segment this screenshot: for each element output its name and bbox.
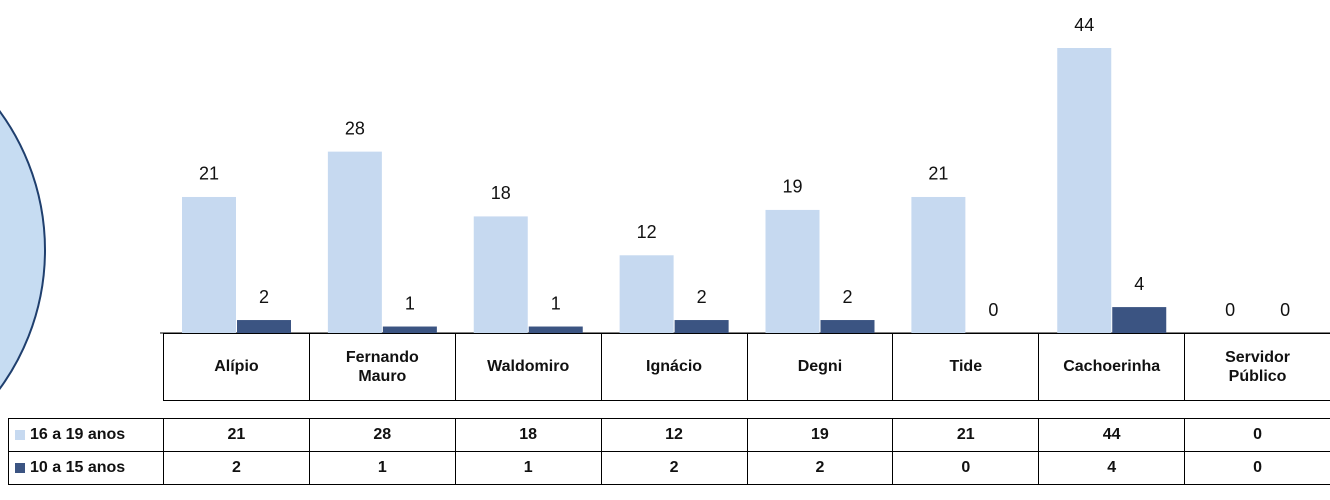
- table-value-text: 1: [523, 459, 533, 477]
- category-header: Ignácio: [600, 333, 748, 401]
- table-value: 1: [454, 451, 602, 485]
- decor-circle: [0, 110, 46, 390]
- category-header-text: Waldomiro: [487, 358, 570, 376]
- category-header-text: Servidor Público: [1225, 348, 1291, 385]
- category-header-text: Cachoerinha: [1063, 358, 1161, 376]
- table-value-text: 12: [665, 426, 683, 444]
- legend-swatch: [15, 430, 25, 440]
- category-header: Degni: [746, 333, 894, 401]
- table-value-text: 44: [1102, 426, 1121, 444]
- table-value-text: 18: [519, 426, 538, 444]
- table-value-text: 21: [956, 426, 975, 444]
- table-value: 21: [163, 418, 310, 452]
- value-label: 44: [1074, 15, 1094, 35]
- table-value: 21: [892, 418, 1040, 452]
- legend-entry: 16 a 19 anos: [8, 418, 164, 452]
- value-label: 1: [551, 293, 561, 313]
- table-value: 28: [308, 418, 456, 452]
- table-value: 18: [454, 418, 602, 452]
- value-label: 2: [842, 287, 852, 307]
- bar: [765, 209, 820, 333]
- bar: [182, 196, 236, 333]
- table-value-text: 2: [231, 459, 241, 477]
- table-value-text: 4: [1107, 459, 1117, 477]
- value-label: 28: [345, 118, 365, 138]
- category-header-text: Fernando Mauro: [345, 348, 419, 385]
- category-header: Servidor Público: [1184, 333, 1330, 401]
- bar: [473, 216, 528, 333]
- bar: [1057, 48, 1112, 333]
- bar: [911, 196, 966, 333]
- table-value-text: 2: [669, 459, 679, 477]
- bar: [1112, 307, 1167, 333]
- value-label: 0: [988, 300, 998, 320]
- table-value-text: 0: [1253, 426, 1263, 444]
- category-header: Fernando Mauro: [308, 333, 456, 401]
- table-value: 12: [600, 418, 748, 452]
- bar: [528, 326, 583, 333]
- category-header: Alípio: [163, 333, 310, 401]
- table-value-text: 1: [377, 459, 387, 477]
- value-label: 12: [637, 222, 657, 242]
- table-value: 4: [1038, 451, 1186, 485]
- legend-entry: 10 a 15 anos: [8, 451, 164, 485]
- value-label: 21: [928, 164, 948, 184]
- value-label: 0: [1280, 300, 1290, 320]
- table-value-text: 19: [811, 426, 829, 444]
- table-value: 0: [1184, 451, 1330, 485]
- legend-swatch: [15, 463, 25, 473]
- value-label: 18: [491, 183, 511, 203]
- category-header-text: Tide: [949, 358, 983, 376]
- value-label: 21: [199, 164, 219, 184]
- category-header: Cachoerinha: [1038, 333, 1186, 401]
- table-value-text: 0: [961, 459, 971, 477]
- bar: [619, 255, 674, 333]
- category-header-text: Alípio: [214, 358, 259, 376]
- table-value: 2: [746, 451, 894, 485]
- table-value: 2: [163, 451, 310, 485]
- table-value-text: 2: [815, 459, 825, 477]
- table-value: 44: [1038, 418, 1186, 452]
- bar: [382, 326, 437, 333]
- value-label: 1: [405, 293, 415, 313]
- table-value: 2: [600, 451, 748, 485]
- table-value-text: 0: [1253, 459, 1263, 477]
- value-label: 19: [782, 177, 802, 197]
- bar: [327, 151, 382, 333]
- table-value: 19: [746, 418, 894, 452]
- table-value-text: 28: [373, 426, 392, 444]
- table-value-text: 21: [227, 426, 246, 444]
- category-header-text: Degni: [797, 358, 843, 376]
- category-header: Waldomiro: [454, 333, 602, 401]
- legend-entry-text: 16 a 19 anos: [30, 426, 126, 444]
- table-value: 0: [892, 451, 1040, 485]
- legend-entry-text: 10 a 15 anos: [30, 459, 126, 477]
- value-label: 4: [1134, 274, 1144, 294]
- value-label: 2: [697, 287, 707, 307]
- value-label: 2: [259, 287, 269, 307]
- table-value: 1: [308, 451, 456, 485]
- table-value: 0: [1184, 418, 1330, 452]
- category-header: Tide: [892, 333, 1040, 401]
- bar: [820, 320, 875, 333]
- bar: [674, 320, 729, 333]
- value-label: 0: [1225, 300, 1235, 320]
- category-header-text: Ignácio: [646, 358, 703, 376]
- bar: [237, 320, 291, 333]
